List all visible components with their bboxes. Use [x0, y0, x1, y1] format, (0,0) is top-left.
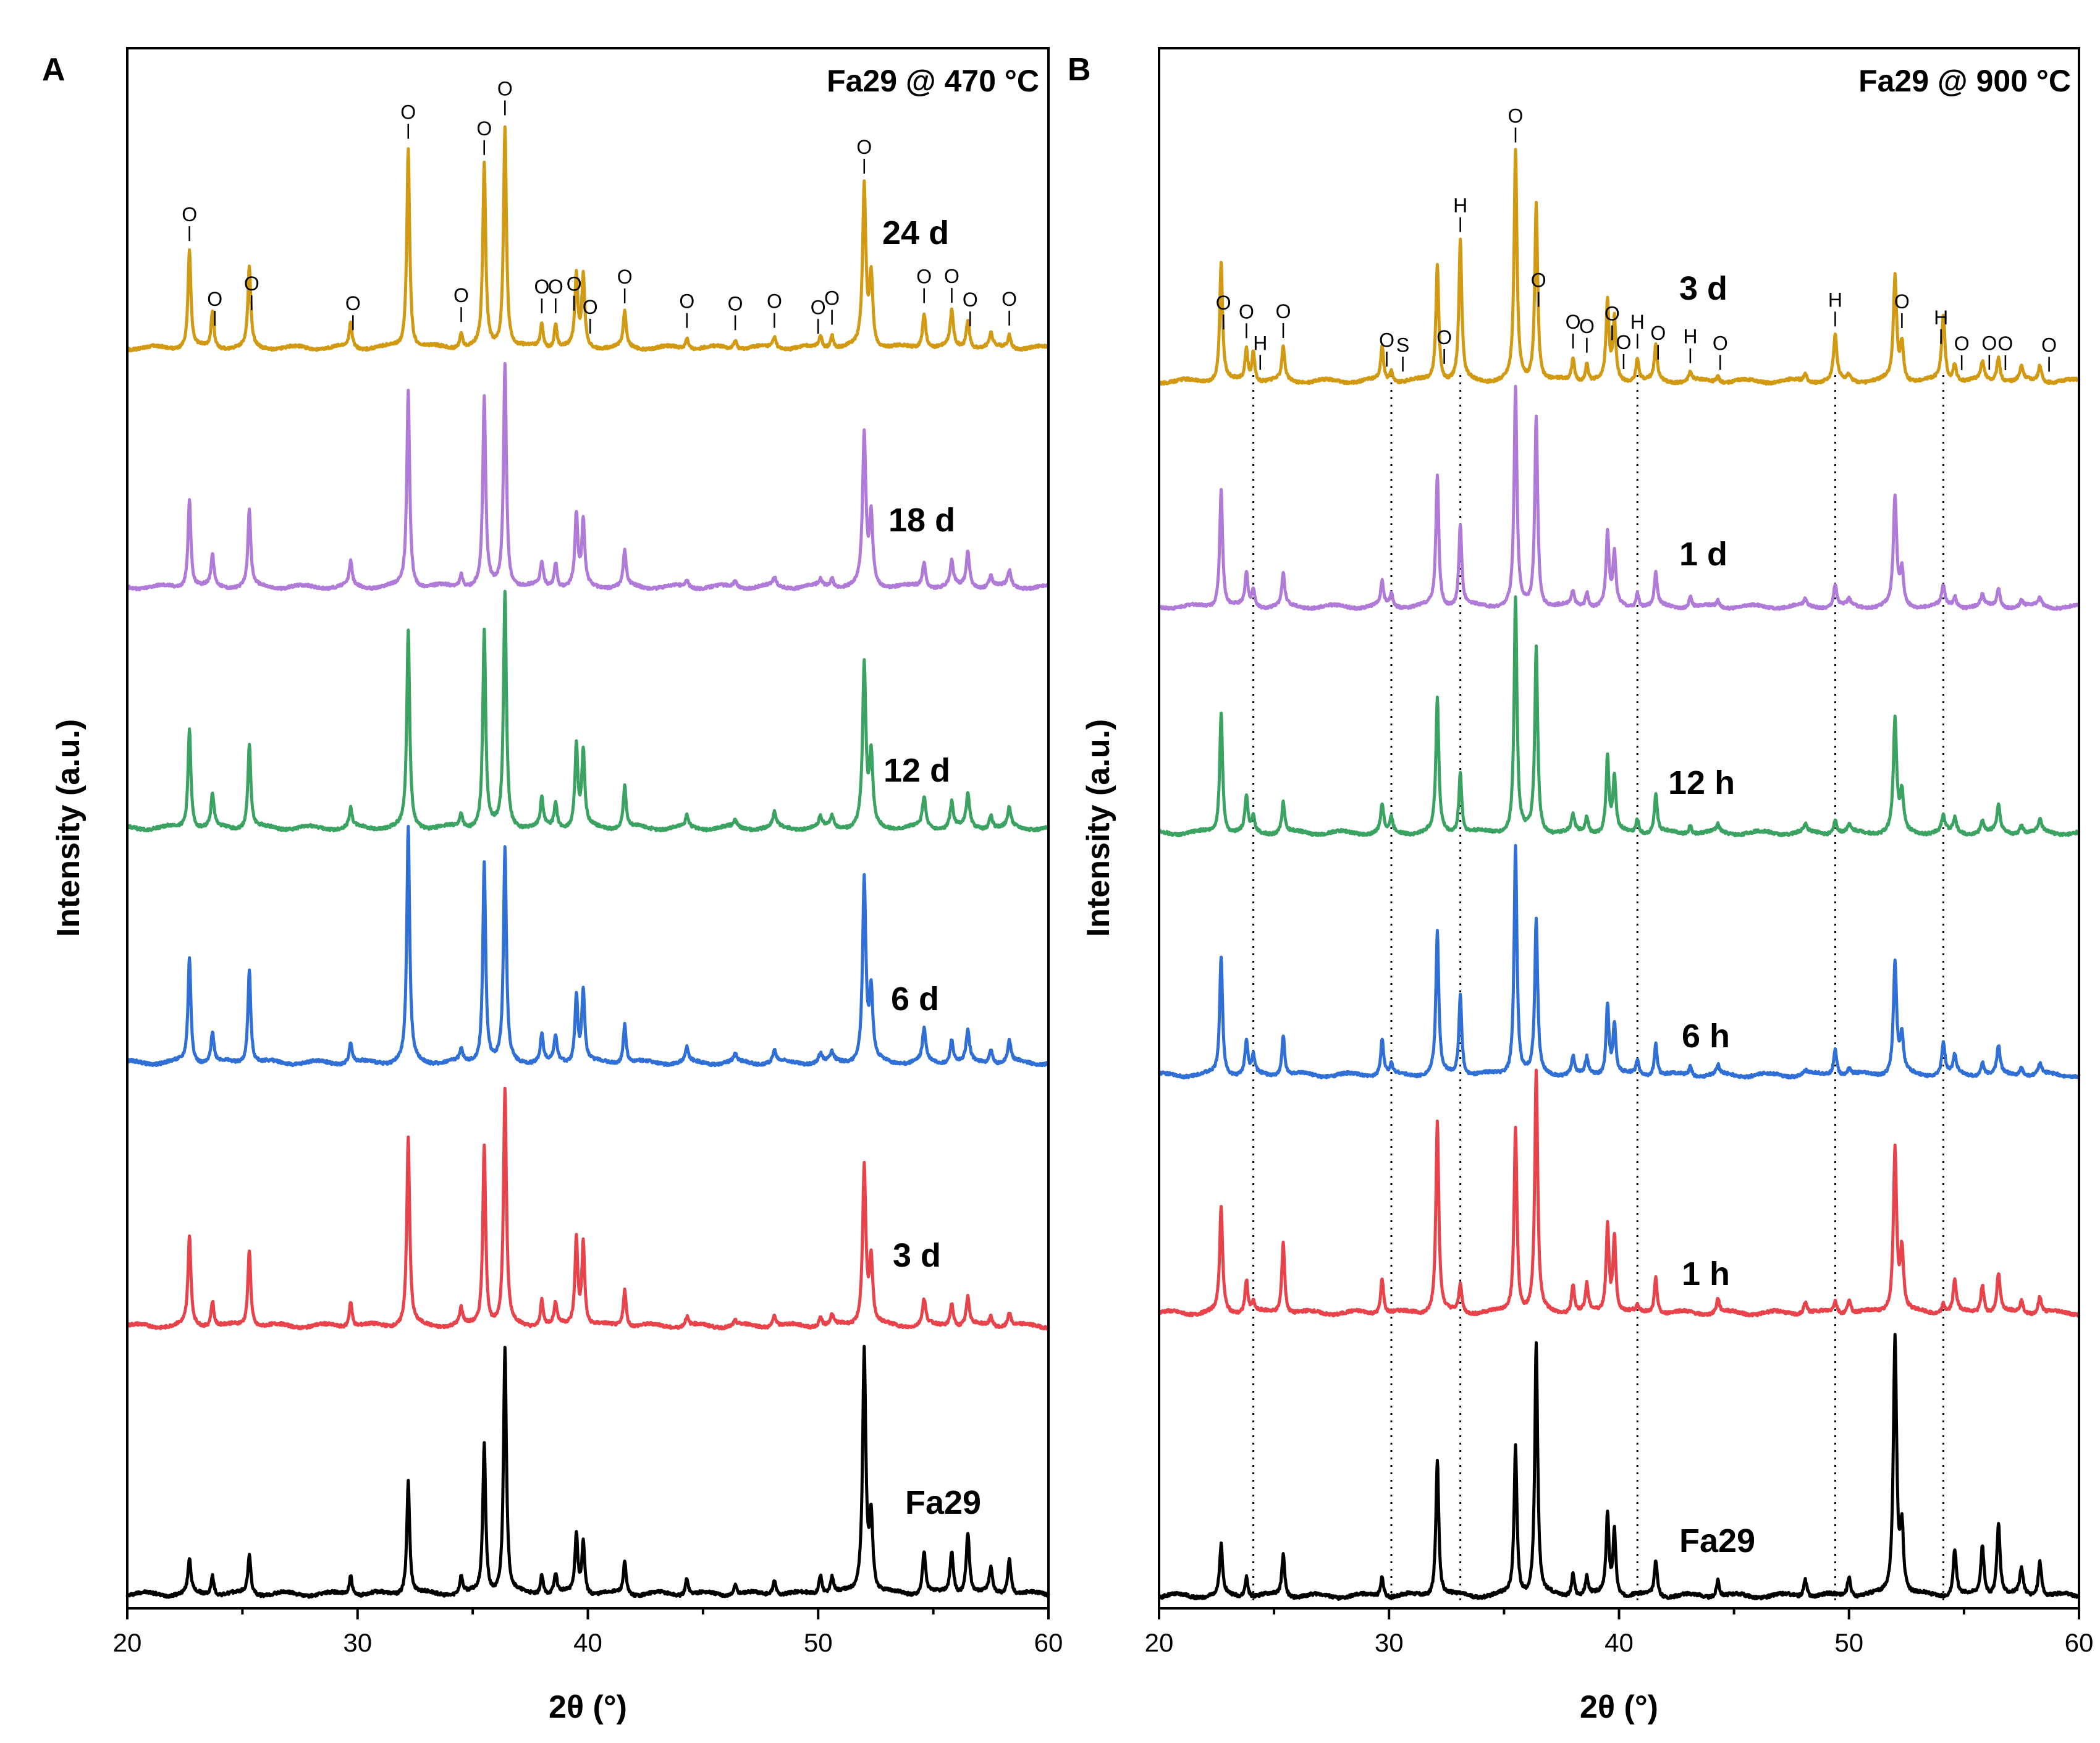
- peak-annotation: O: [728, 292, 743, 314]
- series-line: [125, 361, 1050, 591]
- y-axis-label: Intensity (a.u.): [1081, 719, 1116, 937]
- series-line: [125, 589, 1050, 833]
- peak-annotation: O: [916, 266, 932, 288]
- series-label: 1 h: [1682, 1256, 1730, 1293]
- peak-annotation: H: [1683, 326, 1697, 348]
- peak-annotation: O: [567, 273, 582, 295]
- peak-annotation: O: [497, 78, 513, 100]
- x-tick-label: 20: [113, 1628, 142, 1657]
- series-line: [1158, 595, 2081, 838]
- series-label: 3 d: [893, 1237, 941, 1274]
- series-line: [1157, 384, 2080, 611]
- peak-annotation: O: [345, 292, 361, 314]
- peak-annotation: O: [1894, 290, 1910, 313]
- series-line: [126, 824, 1050, 1068]
- peak-annotation: O: [2041, 334, 2057, 357]
- series-line: [1157, 148, 2081, 386]
- peak-annotation: O: [534, 276, 550, 298]
- peak-annotation: O: [453, 284, 469, 306]
- series-label: 6 h: [1682, 1018, 1730, 1055]
- x-tick-label: 60: [2065, 1628, 2094, 1657]
- peak-annotation: O: [207, 288, 222, 310]
- peak-annotation: O: [963, 289, 978, 311]
- peak-annotation: O: [583, 296, 598, 318]
- x-tick-label: 50: [804, 1628, 833, 1657]
- peak-annotation: O: [182, 203, 197, 226]
- series-label: 6 d: [891, 981, 939, 1018]
- series-label: 18 d: [888, 502, 955, 539]
- x-tick-label: 30: [343, 1628, 372, 1657]
- peak-annotation: O: [1579, 315, 1595, 337]
- series-label: 24 d: [882, 214, 949, 251]
- peak-annotation: O: [1002, 288, 1017, 310]
- peak-annotation: O: [400, 101, 416, 124]
- peak-annotation: O: [1531, 269, 1546, 292]
- peak-annotation: O: [1566, 311, 1581, 333]
- peak-annotation: O: [679, 290, 694, 313]
- peak-annotation: O: [767, 290, 782, 313]
- x-tick-label: 40: [573, 1628, 602, 1657]
- peak-annotation: H: [1630, 311, 1645, 333]
- peak-annotation: O: [811, 296, 826, 318]
- peak-annotation: O: [1981, 332, 1997, 354]
- peak-annotation: O: [1379, 329, 1394, 351]
- chart-title: Fa29 @ 900 °C: [1858, 64, 2071, 98]
- peak-annotation: O: [1713, 332, 1728, 355]
- series-line: [125, 1086, 1050, 1331]
- peak-annotation: O: [244, 272, 259, 295]
- x-tick-label: 30: [1375, 1628, 1404, 1657]
- x-tick-label: 40: [1605, 1628, 1634, 1657]
- plot-frame: [126, 47, 1050, 1610]
- series-label: Fa29: [905, 1484, 981, 1521]
- peak-annotation: O: [1605, 303, 1620, 325]
- peak-annotation: O: [1616, 331, 1631, 353]
- series-label: Fa29: [1679, 1522, 1755, 1559]
- peak-annotation: O: [1650, 322, 1666, 344]
- series-line: [1158, 1333, 2081, 1601]
- peak-annotation: O: [944, 265, 959, 287]
- y-axis-label: Intensity (a.u.): [51, 719, 86, 937]
- peak-annotation: O: [1239, 300, 1254, 323]
- peak-annotation: O: [1436, 326, 1452, 348]
- peak-annotation: S: [1396, 334, 1409, 356]
- peak-annotation: H: [1934, 306, 1948, 329]
- x-axis-label: 2θ (°): [1580, 1689, 1658, 1725]
- series-label: 3 d: [1679, 270, 1727, 307]
- peak-annotation: O: [617, 266, 633, 288]
- series-label: 12 h: [1668, 764, 1735, 801]
- series-line: [1157, 1068, 2081, 1318]
- peak-annotation: O: [1216, 292, 1231, 314]
- peak-annotation: O: [824, 287, 840, 310]
- series-line: [125, 1344, 1050, 1599]
- x-tick-label: 20: [1145, 1628, 1174, 1657]
- peak-annotation: H: [1828, 289, 1842, 311]
- peak-annotation: H: [1253, 332, 1267, 355]
- peak-annotation: O: [1276, 300, 1291, 323]
- peak-annotation: O: [476, 117, 492, 140]
- x-tick-label: 60: [1034, 1628, 1063, 1657]
- series-line: [126, 125, 1050, 353]
- x-axis-label: 2θ (°): [549, 1689, 627, 1725]
- chart-title: Fa29 @ 470 °C: [827, 64, 1039, 98]
- peak-annotation: H: [1453, 195, 1467, 217]
- panel-letter: A: [42, 52, 65, 88]
- x-tick-label: 50: [1834, 1628, 1863, 1657]
- series-label: 12 d: [883, 752, 950, 789]
- series-label: 1 d: [1679, 536, 1727, 573]
- peak-annotation: O: [1954, 332, 1970, 355]
- peak-annotation: O: [856, 136, 872, 158]
- series-line: [1157, 843, 2081, 1080]
- peak-annotation: O: [548, 276, 563, 298]
- peak-annotation: O: [1508, 105, 1524, 127]
- panel-letter: B: [1068, 52, 1091, 88]
- peak-annotation: O: [1997, 332, 2013, 355]
